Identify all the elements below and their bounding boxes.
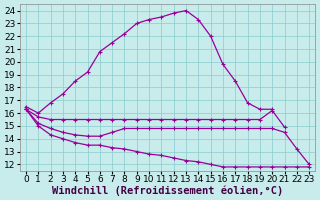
X-axis label: Windchill (Refroidissement éolien,°C): Windchill (Refroidissement éolien,°C) (52, 185, 283, 196)
